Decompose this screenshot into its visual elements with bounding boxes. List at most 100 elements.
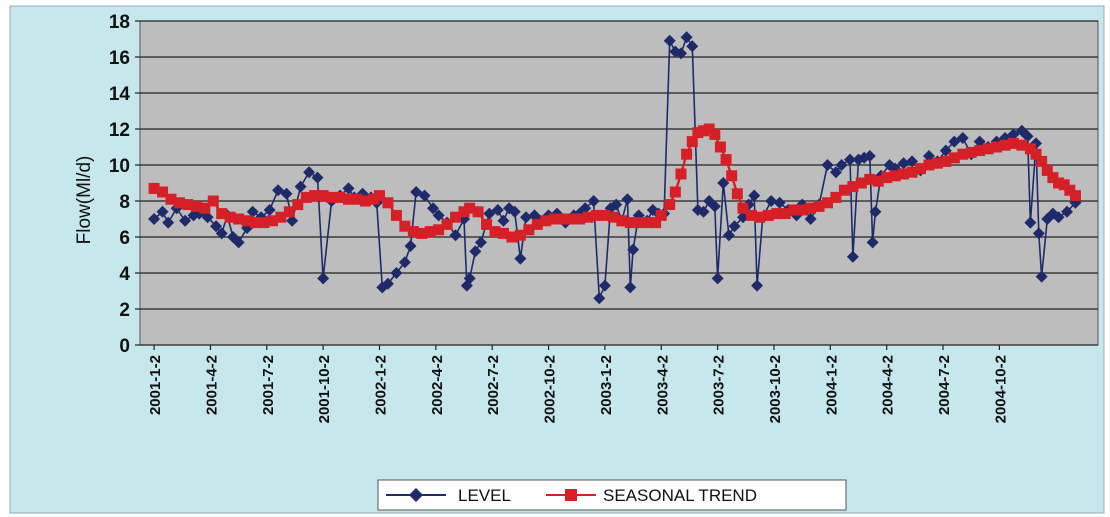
data-point <box>1016 139 1028 151</box>
data-point <box>483 207 496 220</box>
data-point <box>404 240 417 252</box>
data-point <box>680 31 693 44</box>
data-point <box>309 190 321 202</box>
data-point <box>703 123 715 135</box>
data-point <box>686 40 699 53</box>
legend: LEVEL SEASONAL TREND <box>377 479 847 511</box>
data-point <box>940 155 952 167</box>
data-point <box>835 159 848 171</box>
data-point <box>1064 184 1076 196</box>
data-point <box>709 128 721 140</box>
data-point <box>1036 155 1048 167</box>
data-point <box>664 199 676 211</box>
x-tick-label: 2001-4-2 <box>203 355 220 415</box>
data-point <box>864 173 876 185</box>
data-point <box>216 208 228 220</box>
data-point <box>906 166 918 178</box>
data-point <box>765 195 778 207</box>
data-point <box>275 211 287 223</box>
data-point <box>1047 172 1059 184</box>
data-point <box>294 180 307 193</box>
data-point <box>241 215 253 227</box>
data-point <box>872 175 884 187</box>
data-point <box>754 211 766 223</box>
data-point <box>1061 205 1074 218</box>
data-point <box>382 197 394 209</box>
data-point <box>579 202 592 215</box>
data-point <box>224 211 236 223</box>
data-point <box>686 136 698 148</box>
data-point <box>283 206 295 218</box>
data-point <box>624 281 637 294</box>
x-axis-ticks: 2001-1-2 2001-4-2 2001-7-2 2001-10-2 2002-1-… <box>147 345 1009 423</box>
y-tick-label: 8 <box>119 192 130 213</box>
data-point <box>1035 270 1048 283</box>
data-point <box>233 213 245 225</box>
data-point <box>424 226 436 238</box>
data-point <box>931 157 943 169</box>
y-tick-label: 0 <box>119 336 130 357</box>
data-point <box>641 217 653 229</box>
y-tick-label: 10 <box>109 156 130 177</box>
data-point <box>624 217 636 229</box>
data-point <box>914 163 926 175</box>
legend-label-seasonal-trend: SEASONAL TREND <box>603 486 757 505</box>
data-point <box>148 182 160 194</box>
data-point <box>762 209 774 221</box>
data-point <box>610 198 623 211</box>
data-point <box>593 292 606 305</box>
data-point <box>714 141 726 153</box>
data-point <box>246 205 259 218</box>
data-point <box>464 202 476 214</box>
x-tick-label: 2001-7-2 <box>260 355 277 415</box>
data-point <box>472 206 484 218</box>
x-tick-label: 2004-1-2 <box>823 355 840 415</box>
data-point <box>182 199 194 211</box>
data-point <box>343 193 355 205</box>
y-axis-title: Flow(Ml/d) <box>74 156 95 245</box>
data-point <box>263 204 276 216</box>
data-point <box>300 191 312 203</box>
data-point <box>398 256 411 269</box>
x-tick-label: 2001-1-2 <box>147 355 164 415</box>
y-tick-label: 2 <box>119 300 130 321</box>
data-point <box>514 229 526 241</box>
data-point <box>286 214 299 227</box>
x-tick-label: 2004-4-2 <box>880 355 897 415</box>
data-point <box>458 206 470 218</box>
data-point <box>627 243 640 256</box>
y-axis-ticks: 0 2 4 6 8 10 12 14 16 18 <box>109 12 140 357</box>
data-point <box>948 135 961 148</box>
y-tick-label: 6 <box>119 228 130 249</box>
data-point <box>351 193 363 205</box>
data-point <box>359 195 371 207</box>
data-point <box>771 208 783 220</box>
data-point <box>669 186 681 198</box>
data-point <box>272 184 285 197</box>
data-point <box>374 190 385 202</box>
data-point <box>722 229 735 242</box>
data-point <box>1007 128 1020 141</box>
data-point <box>497 214 510 227</box>
series-layer <box>148 31 1082 305</box>
data-point <box>844 153 857 166</box>
data-point <box>450 211 462 223</box>
data-point <box>737 202 749 214</box>
data-point <box>728 220 741 233</box>
data-point <box>847 181 859 193</box>
data-point <box>830 191 842 203</box>
data-point <box>923 159 935 171</box>
data-point <box>621 193 634 206</box>
y-tick-label: 16 <box>109 48 130 69</box>
data-point <box>449 229 462 242</box>
x-tick-label: 2003-7-2 <box>711 355 728 415</box>
data-point <box>433 224 445 236</box>
x-tick-label: 2002-1-2 <box>373 355 390 415</box>
data-point <box>508 205 521 218</box>
data-point <box>215 227 228 240</box>
data-point <box>957 148 969 160</box>
data-point <box>897 157 910 170</box>
data-point <box>681 148 693 160</box>
data-point <box>342 182 355 195</box>
data-point <box>292 199 304 211</box>
